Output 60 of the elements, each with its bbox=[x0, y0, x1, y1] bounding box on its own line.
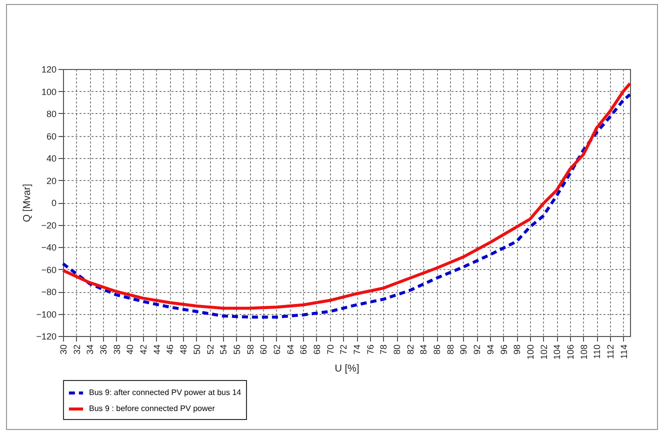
x-tick-label: 108 bbox=[578, 344, 589, 360]
x-tick-label: 62 bbox=[272, 344, 282, 355]
y-tick-label: −40 bbox=[41, 242, 56, 252]
x-tick-label: 36 bbox=[98, 344, 109, 355]
x-tick-label: 42 bbox=[138, 344, 149, 355]
x-tick-label: 80 bbox=[392, 344, 402, 355]
x-tick-label: 86 bbox=[432, 344, 442, 355]
x-tick-label: 58 bbox=[245, 344, 256, 355]
x-tick-label: 50 bbox=[192, 344, 202, 355]
x-tick-label: 76 bbox=[365, 344, 376, 355]
x-tick-label: 60 bbox=[258, 344, 269, 355]
x-tick-label: 30 bbox=[58, 344, 68, 355]
y-tick-label: 100 bbox=[41, 86, 56, 97]
x-tick-label: 54 bbox=[218, 344, 229, 355]
x-tick-label: 100 bbox=[525, 344, 536, 360]
y-tick-label: −60 bbox=[41, 264, 56, 275]
x-tick-label: 56 bbox=[232, 344, 242, 355]
x-axis-title: U [%] bbox=[334, 364, 360, 375]
y-tick-label: 80 bbox=[46, 109, 56, 119]
y-tick-label: 40 bbox=[46, 154, 56, 164]
x-tick-label: 48 bbox=[178, 344, 189, 355]
x-tick-label: 82 bbox=[405, 344, 416, 355]
y-tick-label: 120 bbox=[41, 64, 56, 74]
x-tick-label: 78 bbox=[378, 344, 389, 355]
x-tick-label: 94 bbox=[485, 344, 496, 355]
y-tick-label: −120 bbox=[36, 332, 56, 342]
x-tick-label: 90 bbox=[458, 344, 469, 355]
y-tick-label: 20 bbox=[46, 176, 56, 186]
x-tick-label: 112 bbox=[605, 344, 616, 359]
x-tick-label: 104 bbox=[552, 344, 562, 360]
y-axis-title: Q [Mvar] bbox=[22, 184, 34, 222]
y-tick-label: −80 bbox=[41, 287, 56, 297]
x-tick-label: 102 bbox=[538, 344, 549, 360]
x-tick-label: 92 bbox=[472, 344, 482, 355]
x-tick-label: 114 bbox=[618, 344, 629, 359]
x-tick-label: 98 bbox=[512, 344, 522, 355]
x-tick-label: 110 bbox=[592, 344, 602, 359]
x-tick-label: 52 bbox=[205, 344, 216, 355]
x-tick-label: 84 bbox=[418, 344, 429, 355]
x-tick-label: 88 bbox=[445, 344, 456, 355]
x-tick-label: 66 bbox=[298, 344, 309, 355]
x-tick-label: 38 bbox=[112, 344, 122, 355]
y-tick-label: −100 bbox=[36, 309, 56, 320]
x-tick-label: 96 bbox=[498, 344, 509, 355]
x-tick-label: 64 bbox=[285, 344, 296, 355]
y-tick-label: 0 bbox=[51, 198, 56, 208]
x-tick-label: 44 bbox=[152, 344, 162, 355]
x-tick-label: 32 bbox=[72, 344, 82, 355]
x-tick-label: 34 bbox=[85, 344, 96, 355]
y-tick-label: 60 bbox=[46, 131, 56, 142]
x-tick-label: 106 bbox=[565, 344, 576, 360]
x-tick-label: 74 bbox=[352, 344, 362, 355]
x-tick-label: 70 bbox=[325, 344, 336, 355]
x-tick-label: 40 bbox=[125, 344, 136, 355]
legend-label: Bus 9 : before connected PV power bbox=[89, 404, 216, 413]
legend-label: Bus 9: after connected PV power at bus 14 bbox=[89, 388, 242, 397]
x-tick-label: 72 bbox=[338, 344, 349, 355]
x-tick-label: 68 bbox=[312, 344, 322, 355]
y-tick-label: −20 bbox=[41, 220, 56, 230]
x-tick-label: 46 bbox=[165, 344, 176, 355]
